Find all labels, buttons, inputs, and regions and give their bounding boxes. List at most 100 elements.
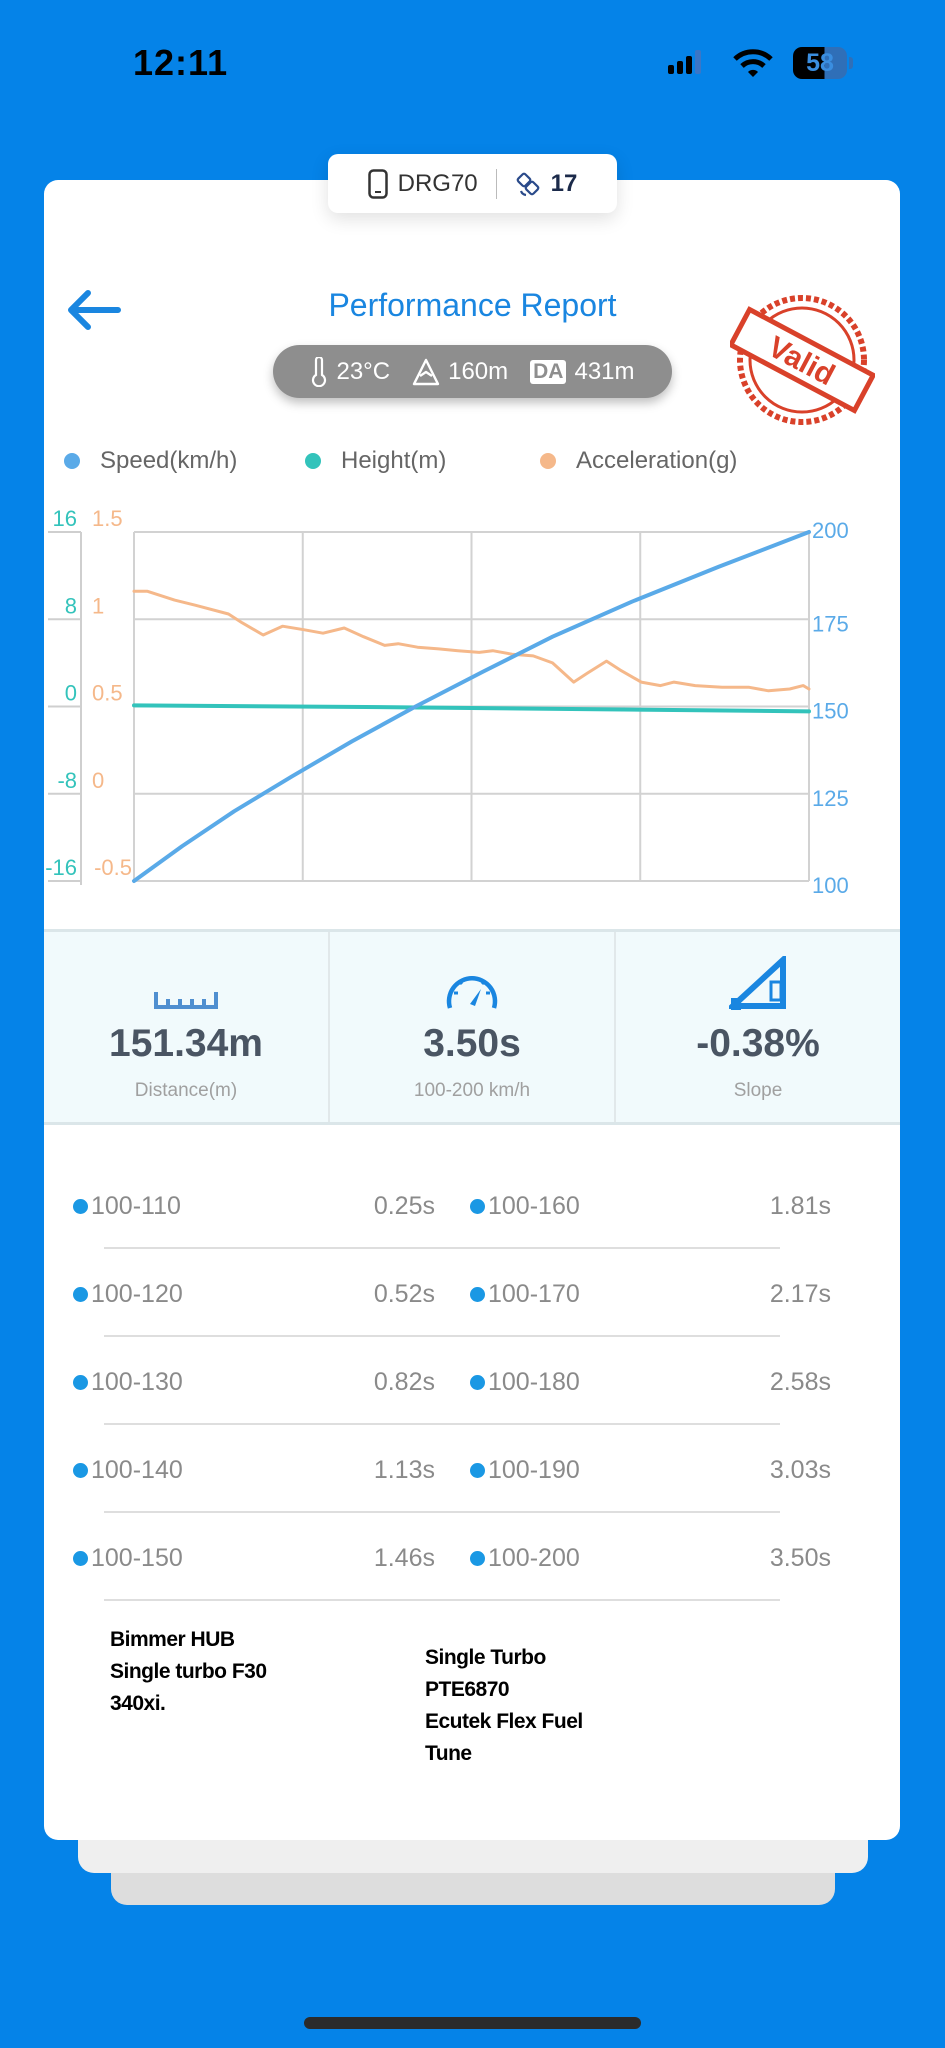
status-time: 12:11 [133, 42, 229, 83]
stat-time: 3.50s 100-200 km/h [328, 932, 614, 1122]
stat-value: 151.34m [109, 1022, 263, 1065]
legend-dot [305, 453, 321, 469]
acceleration-tick-label: -0.5 [94, 855, 132, 880]
height-tick-label: -16 [45, 855, 77, 880]
density-altitude: 431m [574, 357, 635, 385]
split-label: 100-120 [91, 1280, 183, 1308]
note-right: Single Turbo PTE6870 Ecutek Flex Fuel Tu… [425, 1646, 583, 1765]
split-dot [73, 1199, 88, 1214]
split-row: 100-180 2.58s [470, 1367, 831, 1397]
conditions-pill: 23°C 160m DA 431m [273, 345, 672, 398]
split-dot [73, 1551, 88, 1566]
legend-dot [64, 453, 80, 469]
satellite-icon [516, 172, 539, 196]
split-row: 100-150 1.46s [73, 1543, 435, 1573]
split-time: 2.58s [769, 1368, 831, 1396]
wifi-icon [733, 49, 773, 77]
split-label: 100-200 [488, 1544, 580, 1572]
device-pill[interactable]: DRG70 17 [328, 154, 617, 213]
height-line [132, 703, 811, 714]
legend-speed[interactable]: Speed(km/h) [64, 447, 237, 475]
stat-label: Distance(m) [134, 1080, 238, 1101]
stat-value: 3.50s [423, 1022, 521, 1065]
height-tick-label: 16 [53, 506, 77, 531]
legend-label: Speed(km/h) [100, 447, 238, 474]
split-dot [73, 1287, 88, 1302]
acceleration-tick-label: 0 [92, 768, 104, 793]
valid-stamp: Valid [730, 295, 875, 425]
speed-tick-label: 175 [812, 611, 849, 636]
split-dot [470, 1375, 485, 1390]
speed-tick-label: 125 [812, 786, 849, 811]
split-time: 1.46s [373, 1544, 435, 1572]
split-divider [104, 1247, 780, 1249]
split-dot [470, 1463, 485, 1478]
acceleration-line [132, 589, 811, 693]
split-label: 100-130 [91, 1368, 183, 1396]
home-indicator[interactable] [304, 2017, 641, 2029]
slope-icon [729, 956, 786, 1010]
split-dot [73, 1375, 88, 1390]
height-tick-label: -8 [57, 768, 77, 793]
split-label: 100-110 [91, 1192, 181, 1220]
density-altitude-badge: DA [530, 359, 567, 384]
cellular-signal-icon [668, 50, 701, 74]
speed-line [132, 530, 811, 883]
split-row: 100-120 0.52s [73, 1279, 435, 1309]
split-time: 0.52s [373, 1280, 435, 1308]
split-label: 100-180 [488, 1368, 580, 1396]
height-tick-label: 0 [65, 681, 77, 706]
split-row: 100-140 1.13s [73, 1455, 435, 1485]
split-dot [470, 1287, 485, 1302]
speed-tick-label: 100 [812, 873, 849, 898]
legend-acceleration[interactable]: Acceleration(g) [540, 447, 737, 475]
stat-label: 100-200 km/h [413, 1080, 531, 1101]
speed-tick-label: 150 [812, 699, 849, 724]
back-arrow-icon[interactable] [66, 290, 122, 330]
split-divider [104, 1511, 780, 1513]
device-icon [367, 168, 388, 199]
split-time: 3.50s [769, 1544, 831, 1572]
legend-dot [540, 453, 556, 469]
split-row: 100-160 1.81s [470, 1191, 831, 1221]
split-row: 100-200 3.50s [470, 1543, 831, 1573]
stat-distance: 151.34m Distance(m) [44, 932, 328, 1122]
legend-label: Height(m) [341, 447, 447, 474]
acceleration-tick-label: 1 [92, 593, 104, 618]
acceleration-tick-label: 1.5 [92, 506, 123, 531]
mountain-icon [412, 358, 440, 385]
split-row: 100-110 0.25s [73, 1191, 435, 1221]
temperature: 23°C [336, 357, 391, 385]
battery-cap [849, 57, 853, 69]
legend-label: Acceleration(g) [576, 447, 738, 474]
split-dot [470, 1551, 485, 1566]
split-time: 3.03s [769, 1456, 831, 1484]
split-row: 100-190 3.03s [470, 1455, 831, 1485]
split-label: 100-190 [488, 1456, 580, 1484]
split-dot [73, 1463, 88, 1478]
device-name: DRG70 [397, 169, 478, 197]
speed-tick-label: 200 [812, 518, 849, 543]
acceleration-tick-label: 0.5 [92, 681, 123, 706]
split-label: 100-150 [91, 1544, 183, 1572]
height-tick-label: 8 [65, 593, 77, 618]
legend-height[interactable]: Height(m) [305, 447, 446, 475]
split-label: 100-170 [488, 1280, 580, 1308]
performance-chart: 16 1.5 200 8 1 175 0 0.5 150 -8 0 125 -16 -0.5 100 [45, 506, 849, 898]
split-divider [104, 1335, 780, 1337]
note-left: Bimmer HUB Single turbo F30 340xi. [110, 1628, 267, 1715]
ruler-icon [154, 992, 218, 1009]
battery-indicator: 58 [793, 47, 847, 79]
split-time: 1.13s [373, 1456, 435, 1484]
split-dot [470, 1199, 485, 1214]
split-row: 100-170 2.17s [470, 1279, 831, 1309]
divider [495, 168, 497, 199]
stat-value: -0.38% [696, 1022, 820, 1065]
altitude: 160m [448, 357, 509, 385]
stat-label: Slope [733, 1080, 783, 1101]
speedometer-icon [446, 976, 498, 1009]
thermometer-icon [312, 356, 327, 387]
page-title: Performance Report [328, 287, 617, 323]
stats-band: 151.34m Distance(m) 3.50s 100-200 km/h -… [44, 929, 900, 1125]
split-row: 100-130 0.82s [73, 1367, 435, 1397]
